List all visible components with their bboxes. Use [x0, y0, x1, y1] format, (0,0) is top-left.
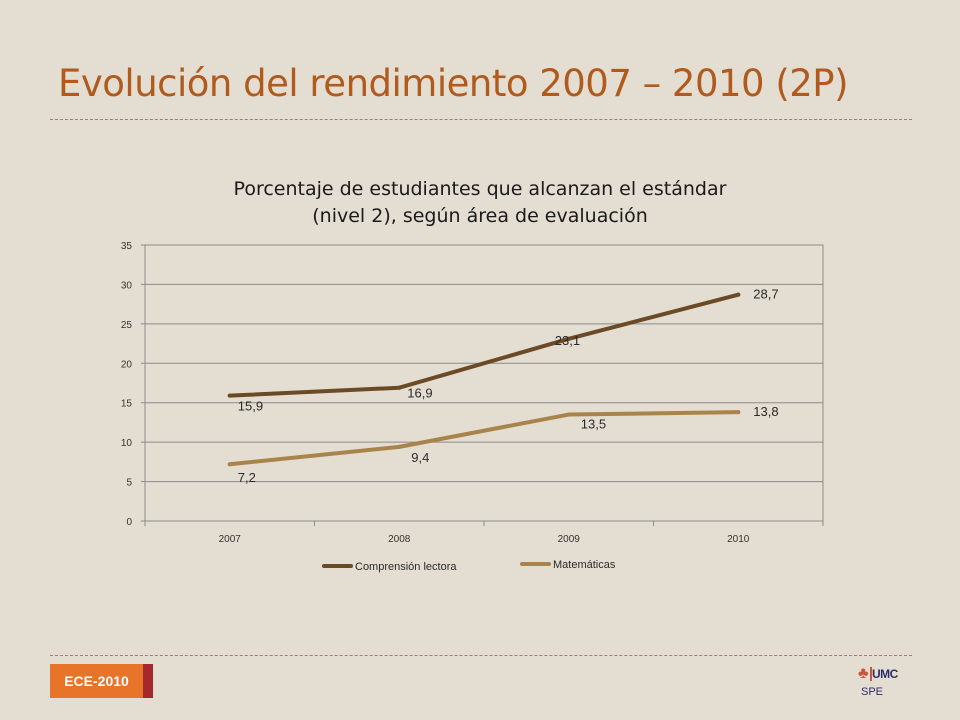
- x-tick-label: 2007: [219, 534, 242, 545]
- data-point: [227, 393, 232, 398]
- chart-title: Porcentaje de estudiantes que alcanzan e…: [180, 176, 780, 230]
- chart-title-line-2: (nivel 2), según área de evaluación: [312, 205, 648, 227]
- y-tick-label: 20: [121, 359, 133, 370]
- data-point: [397, 444, 402, 449]
- data-label: 28,7: [753, 287, 778, 302]
- data-point: [736, 410, 741, 415]
- y-tick-label: 10: [121, 438, 133, 449]
- series-line-1: [227, 292, 741, 398]
- y-tick-label: 35: [121, 241, 133, 252]
- footer-divider: [50, 655, 912, 656]
- y-tick-label: 30: [121, 280, 133, 291]
- badge-label: ECE-2010: [64, 673, 129, 689]
- y-tick-label: 15: [121, 399, 133, 410]
- x-tick-label: 2009: [558, 534, 581, 545]
- data-label: 13,5: [581, 417, 606, 432]
- y-tick-label: 0: [126, 517, 132, 528]
- slide-title: Evolución del rendimiento 2007 – 2010 (2…: [58, 62, 849, 105]
- series-line-2: [227, 410, 741, 467]
- data-label: 7,2: [238, 470, 256, 485]
- data-point: [566, 336, 571, 341]
- data-point: [736, 292, 741, 297]
- legend-label: Comprensión lectora: [355, 561, 457, 573]
- title-divider: [50, 119, 912, 120]
- y-tick-label: 25: [121, 320, 133, 331]
- logo-subtext: SPE: [861, 686, 884, 698]
- chart-title-line-1: Porcentaje de estudiantes que alcanzan e…: [233, 178, 727, 200]
- data-label: 9,4: [411, 450, 429, 465]
- data-label: 13,8: [753, 404, 778, 419]
- x-tick-label: 2010: [727, 534, 750, 545]
- x-tick-label: 2008: [388, 534, 411, 545]
- legend-label: Matemáticas: [553, 559, 616, 571]
- data-point: [397, 385, 402, 390]
- figure-icon: ♣: [858, 665, 869, 682]
- data-label: 16,9: [407, 386, 432, 401]
- y-tick-label: 5: [126, 478, 132, 489]
- logo-bar: [870, 667, 872, 681]
- ece-badge: ECE-2010: [50, 664, 153, 698]
- umc-logo: ♣ UMC SPE: [858, 666, 902, 702]
- data-point: [566, 412, 571, 417]
- data-label: 15,9: [238, 399, 263, 414]
- data-point: [227, 462, 232, 467]
- data-label: 23,1: [555, 333, 580, 348]
- logo-text: UMC: [872, 667, 898, 681]
